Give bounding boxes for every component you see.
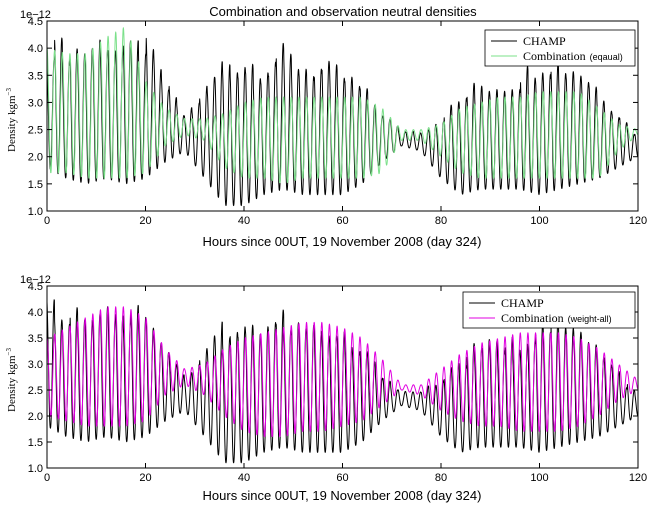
y-tick-label: 1.5 [28, 437, 43, 449]
y-axis-label-bottom: Density kgm−3 [5, 348, 18, 412]
chart-bottom: 1e−12 Density kgm−3 Hours since 00UT, 19… [5, 274, 647, 503]
legend-label-combination-top: Combination (eqaual) [523, 49, 623, 63]
x-tick-label: 100 [530, 215, 548, 227]
y-tick-label: 3.0 [28, 359, 43, 371]
y-tick-label: 1.0 [28, 206, 43, 218]
legend-label-champ-top: CHAMP [523, 34, 566, 48]
legend-bottom: CHAMP Combination (weight-all) [462, 291, 636, 329]
y-axis-unit-sup-bottom: −3 [5, 348, 13, 356]
legend-label-champ-bottom: CHAMP [501, 296, 544, 310]
x-tick-label: 0 [44, 215, 50, 227]
legend-top: CHAMP Combination (eqaual) [484, 29, 636, 67]
x-tick-label: 100 [530, 472, 548, 484]
y-tick-label: 1.0 [28, 463, 43, 475]
plot-frame-bottom [46, 285, 639, 469]
legend-box-bottom [462, 291, 636, 329]
series-layer-bottom [46, 299, 639, 464]
offset-text-bottom: 1e−12 [20, 274, 51, 286]
x-tick-label: 80 [435, 215, 447, 227]
x-tick-label: 40 [238, 472, 250, 484]
y-tick-label: 2.0 [28, 152, 43, 164]
y-axis-unit-sup-top: −3 [5, 88, 13, 96]
x-axis-label-bottom: Hours since 00UT, 19 November 2008 (day … [203, 488, 482, 503]
plot-frame-top [46, 20, 639, 212]
y-tick-label: 4.5 [28, 281, 43, 293]
series-layer-top [46, 27, 639, 207]
y-tick-label: 3.5 [28, 333, 43, 345]
x-tick-label: 60 [336, 215, 348, 227]
x-tick-label: 60 [336, 472, 348, 484]
series-line-combination-bottom [46, 306, 639, 438]
x-tick-label: 40 [238, 215, 250, 227]
y-tick-label: 2.5 [28, 125, 43, 137]
y-tick-label: 4.0 [28, 307, 43, 319]
x-tick-label: 80 [435, 472, 447, 484]
y-tick-label: 4.5 [28, 16, 43, 28]
y-tick-label: 1.5 [28, 179, 43, 191]
legend-box-top [484, 29, 636, 67]
x-tick-label: 0 [44, 472, 50, 484]
y-tick-label: 2.0 [28, 411, 43, 423]
x-axis-label-top: Hours since 00UT, 19 November 2008 (day … [203, 234, 482, 249]
y-tick-label: 2.5 [28, 385, 43, 397]
y-tick-label: 4.0 [28, 43, 43, 55]
x-tick-label: 120 [629, 215, 647, 227]
tick-layer-top: 0 20 40 60 80 100 120 1.0 1.5 2.0 2.5 3.0 3.5 4.0 4.5 [28, 16, 647, 227]
y-tick-label: 3.5 [28, 70, 43, 82]
figure-title: Combination and observation neutral dens… [209, 4, 477, 19]
x-tick-label: 120 [629, 472, 647, 484]
series-line-combination-top [46, 27, 639, 184]
x-tick-label: 20 [139, 472, 151, 484]
y-axis-label-top: Density kgm−3 [5, 88, 18, 152]
chart-top: 1e−12 Density kgm−3 Hours since 00UT, 19… [5, 9, 647, 249]
y-tick-label: 3.0 [28, 97, 43, 109]
offset-text-top: 1e−12 [20, 9, 51, 21]
x-tick-label: 20 [139, 215, 151, 227]
legend-label-combination-bottom: Combination (weight-all) [501, 311, 612, 325]
